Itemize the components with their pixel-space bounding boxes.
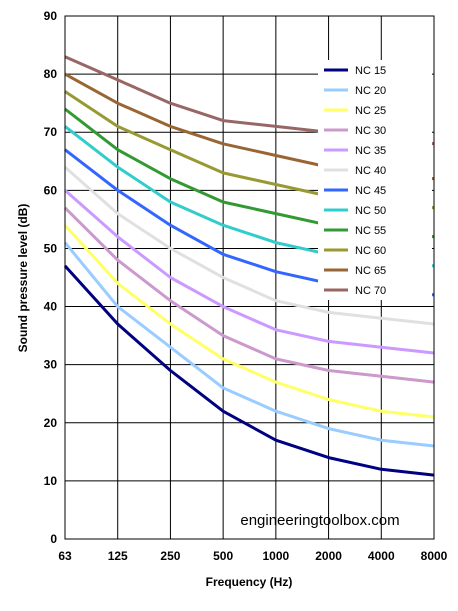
y-tick-label: 40 [44,300,58,314]
plot-border [64,15,435,540]
y-tick-label: 30 [44,358,58,372]
series-line-nc-25 [63,224,435,419]
y-axis-title: Sound pressure level (dB) [16,204,30,353]
x-tick-labels: 63 125 250 500 1000 2000 4000 8000 [58,549,447,563]
x-tick-label: 250 [160,549,180,563]
x-tick-label: 4000 [368,549,395,563]
legend: NC 15 NC 20 NC 25 NC 30 NC 35 NC 40 NC 45 NC 50… [318,60,432,300]
series-line-nc-40 [64,165,435,326]
y-tick-label: 80 [44,67,58,81]
y-tick-label: 90 [44,9,58,23]
legend-label: NC 15 [355,65,386,77]
x-tick-label: 125 [108,549,128,563]
source-watermark: engineeringtoolbox.com [240,512,399,529]
y-tick-label: 0 [50,532,57,546]
series-line-nc-30 [63,206,435,384]
y-tick-label: 60 [44,183,58,197]
x-axis-title: Frequency (Hz) [206,575,293,589]
legend-label: NC 55 [355,225,386,237]
y-tick-label: 50 [44,241,58,255]
y-tick-labels: 0 10 20 30 40 50 60 70 80 90 [44,9,58,546]
legend-label: NC 70 [355,285,386,297]
series-line-nc-35 [64,189,435,355]
series-line-nc-15 [63,264,435,477]
legend-label: NC 25 [355,105,386,117]
x-tick-label: 500 [213,549,233,563]
legend-label: NC 40 [355,165,386,177]
series-line-nc-20 [63,241,435,448]
legend-label: NC 65 [355,265,386,277]
legend-label: NC 60 [355,245,386,257]
legend-label: NC 20 [355,85,386,97]
x-tick-label: 63 [58,549,72,563]
x-tick-label: 2000 [315,549,342,563]
x-tick-label: 8000 [421,549,448,563]
y-tick-label: 70 [44,125,58,139]
legend-label: NC 50 [355,205,386,217]
y-tick-label: 20 [44,416,58,430]
legend-label: NC 30 [355,125,386,137]
legend-box [318,60,432,300]
y-tick-label: 10 [44,474,58,488]
legend-label: NC 45 [355,185,386,197]
x-tick-label: 1000 [263,549,290,563]
legend-label: NC 35 [355,145,386,157]
